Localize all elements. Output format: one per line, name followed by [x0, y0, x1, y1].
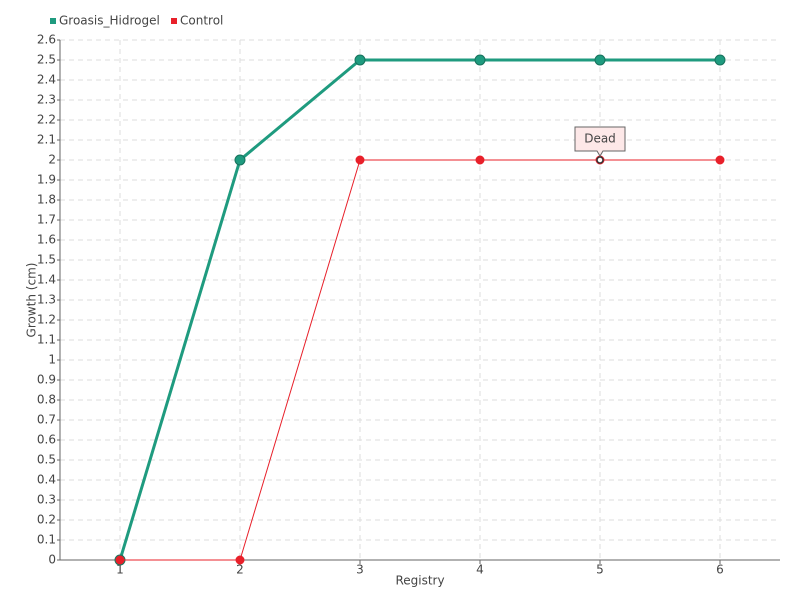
data-point: [115, 555, 125, 565]
x-tick-label: 6: [716, 563, 724, 577]
y-tick-label: 0.6: [37, 433, 56, 447]
y-tick-label: 2.5: [37, 53, 56, 67]
legend-label: Control: [180, 14, 223, 28]
data-point: [235, 555, 245, 565]
series-line: [120, 159, 720, 561]
annotation-point: [596, 156, 604, 164]
y-tick-label: 2.3: [37, 93, 56, 107]
y-tick-label: 2.6: [37, 33, 56, 47]
y-tick-label: 1.9: [37, 173, 56, 187]
y-tick-label: 0.1: [37, 533, 56, 547]
y-tick-label: 0.2: [37, 513, 56, 527]
y-tick-label: 0.8: [37, 393, 56, 407]
data-point: [234, 154, 246, 166]
data-point: [475, 155, 485, 165]
series-line: [118, 58, 720, 561]
y-tick-label: 0.5: [37, 453, 56, 467]
y-tick-label: 1.1: [37, 333, 56, 347]
y-tick-label: 0: [48, 553, 56, 567]
legend-swatch: [50, 18, 56, 24]
x-tick-label: 2: [236, 563, 244, 577]
y-tick-label: 0.3: [37, 493, 56, 507]
y-tick-label: 0.9: [37, 373, 56, 387]
y-tick-label: 2.4: [37, 73, 56, 87]
y-tick-label: 2.1: [37, 133, 56, 147]
annotation-box: [574, 126, 626, 157]
y-tick-label: 1: [48, 353, 56, 367]
y-tick-label: 1.3: [37, 293, 56, 307]
y-tick-label: 1.4: [37, 273, 56, 287]
y-tick-label: 1.7: [37, 213, 56, 227]
annotation-text: Dead: [584, 132, 616, 146]
y-tick-label: 1.2: [37, 313, 56, 327]
data-point: [594, 54, 606, 66]
data-point: [474, 54, 486, 66]
y-tick-label: 1.5: [37, 253, 56, 267]
data-point: [355, 155, 365, 165]
x-tick-label: 1: [116, 563, 124, 577]
x-axis-label: Registry: [395, 574, 444, 588]
y-tick-label: 0.4: [37, 473, 56, 487]
y-tick-label: 0.7: [37, 413, 56, 427]
data-point: [715, 155, 725, 165]
y-axis-label: Growth (cm): [25, 263, 39, 338]
y-tick-label: 1.6: [37, 233, 56, 247]
y-tick-label: 1.8: [37, 193, 56, 207]
legend-swatch: [171, 18, 177, 24]
x-tick-label: 3: [356, 563, 364, 577]
x-tick-label: 5: [596, 563, 604, 577]
y-tick-label: 2.2: [37, 113, 56, 127]
x-tick-label: 4: [476, 563, 484, 577]
legend-label: Groasis_Hidrogel: [59, 14, 160, 28]
data-point: [354, 54, 366, 66]
data-point: [714, 54, 726, 66]
y-tick-label: 2: [48, 153, 56, 167]
